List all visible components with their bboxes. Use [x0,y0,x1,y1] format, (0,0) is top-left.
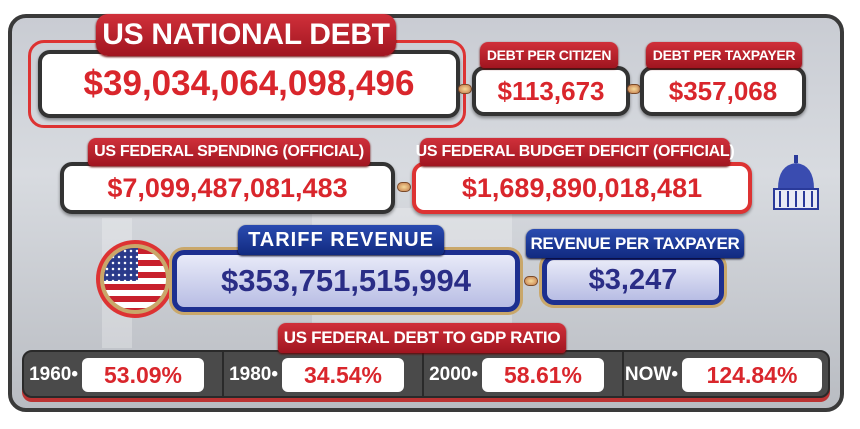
us-flag-icon [96,240,174,318]
revenue-per-taxpayer-value: $3,247 [542,255,724,305]
gdp-year: 1980• [229,364,278,385]
debt-per-citizen-value: $113,673 [472,66,630,116]
debt-to-gdp-label: US FEDERAL DEBT TO GDP RATIO [278,323,566,353]
budget-deficit-value: $1,689,890,018,481 [412,162,752,214]
divider [422,352,424,396]
gdp-ratio-1960: 1960• 53.09% [24,356,204,394]
national-debt-value: $39,034,064,098,496 [38,50,460,118]
connector-icon [524,276,538,286]
debt-per-taxpayer-value: $357,068 [640,66,806,116]
federal-spending-label: US FEDERAL SPENDING (OFFICIAL) [88,138,370,166]
debt-per-taxpayer-label: DEBT PER TAXPAYER [646,42,802,68]
connector-icon [627,84,641,94]
gdp-ratio-1980: 1980• 34.54% [224,356,404,394]
connector-icon [458,84,472,94]
national-debt-label: US NATIONAL DEBT [96,14,396,56]
gdp-year: NOW• [624,364,678,385]
tariff-revenue-value: $353,751,515,994 [172,250,520,312]
federal-spending-value: $7,099,487,081,483 [60,162,395,214]
budget-deficit-label: US FEDERAL BUDGET DEFICIT (OFFICIAL) [416,138,735,166]
gdp-value: 53.09% [82,358,204,392]
gdp-ratio-now: NOW• 124.84% [624,356,822,394]
debt-to-gdp-bar: 1960• 53.09% 1980• 34.54% 2000• 58.61% NOW•… [22,350,830,398]
gdp-year: 2000• [429,364,478,385]
gdp-value: 34.54% [282,358,404,392]
gdp-value: 58.61% [482,358,604,392]
gdp-ratio-2000: 2000• 58.61% [424,356,604,394]
divider [622,352,624,396]
debt-per-citizen-label: DEBT PER CITIZEN [480,42,618,68]
tariff-revenue-label: TARIFF REVENUE [238,225,444,255]
connector-icon [397,182,411,192]
capitol-dome-icon [773,155,819,210]
revenue-per-taxpayer-label: REVENUE PER TAXPAYER [526,229,744,258]
gdp-value: 124.84% [682,358,822,392]
divider [222,352,224,396]
gdp-year: 1960• [29,364,78,385]
